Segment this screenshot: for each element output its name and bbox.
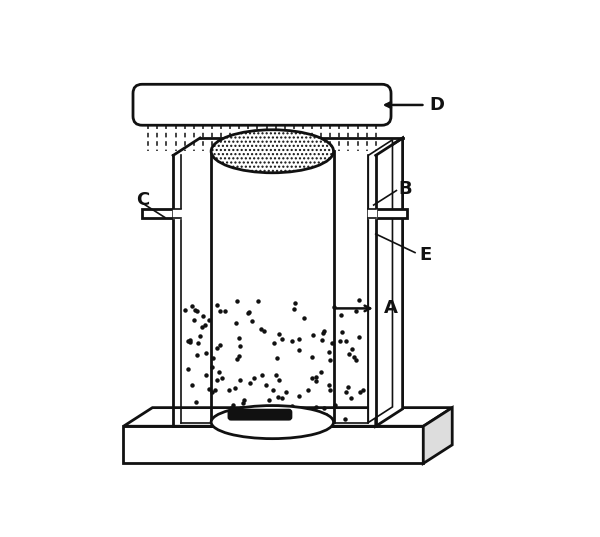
Polygon shape — [376, 138, 403, 426]
Polygon shape — [124, 408, 452, 426]
Text: A: A — [384, 300, 398, 317]
FancyBboxPatch shape — [229, 410, 291, 419]
Bar — [142, 209, 173, 218]
Bar — [376, 209, 407, 218]
Ellipse shape — [211, 405, 334, 439]
Text: E: E — [419, 246, 431, 264]
Text: C: C — [136, 192, 149, 209]
Text: D: D — [430, 96, 445, 113]
Polygon shape — [124, 426, 423, 463]
Ellipse shape — [211, 130, 334, 173]
FancyBboxPatch shape — [133, 84, 391, 125]
Polygon shape — [423, 408, 452, 463]
Polygon shape — [368, 140, 392, 423]
Text: B: B — [398, 180, 412, 198]
